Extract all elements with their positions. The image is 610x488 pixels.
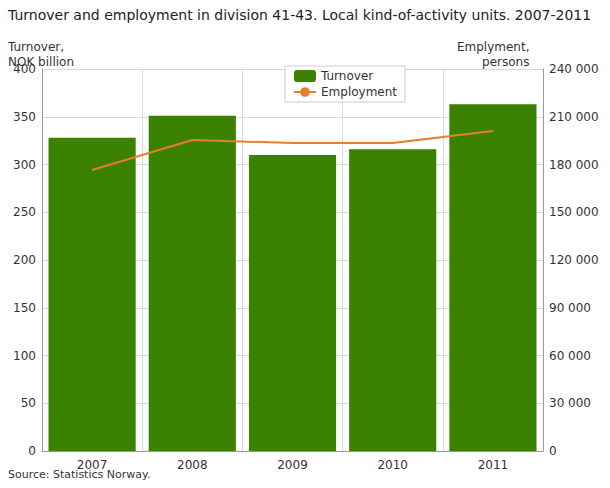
svg-text:2010: 2010 xyxy=(377,458,408,472)
svg-text:200: 200 xyxy=(13,253,36,267)
svg-text:NOK billion: NOK billion xyxy=(8,55,74,69)
svg-text:2009: 2009 xyxy=(277,458,308,472)
svg-text:Source: Statistics Norway.: Source: Statistics Norway. xyxy=(8,468,150,481)
svg-text:2008: 2008 xyxy=(177,458,208,472)
svg-text:Turnover: Turnover xyxy=(320,69,373,83)
svg-text:Employment: Employment xyxy=(321,85,397,99)
svg-text:300: 300 xyxy=(13,158,36,172)
svg-text:400: 400 xyxy=(13,62,36,76)
svg-text:90 000: 90 000 xyxy=(549,301,591,315)
svg-text:Emplyment,: Emplyment, xyxy=(457,40,530,54)
svg-text:240 000: 240 000 xyxy=(549,62,599,76)
svg-text:250: 250 xyxy=(13,205,36,219)
svg-text:Turnover,: Turnover, xyxy=(7,40,64,54)
svg-text:180 000: 180 000 xyxy=(549,158,599,172)
svg-text:Turnover and employment in div: Turnover and employment in division 41-4… xyxy=(7,7,591,23)
svg-text:350: 350 xyxy=(13,110,36,124)
svg-text:100: 100 xyxy=(13,349,36,363)
svg-text:30 000: 30 000 xyxy=(549,396,591,410)
svg-text:2007: 2007 xyxy=(76,458,108,472)
svg-text:50: 50 xyxy=(21,396,36,410)
svg-text:0: 0 xyxy=(549,444,557,458)
svg-text:persons: persons xyxy=(482,55,529,69)
svg-text:210 000: 210 000 xyxy=(549,110,599,124)
svg-text:60 000: 60 000 xyxy=(549,349,591,363)
svg-text:0: 0 xyxy=(28,444,36,458)
svg-text:120 000: 120 000 xyxy=(549,253,599,267)
svg-text:150: 150 xyxy=(13,301,36,315)
svg-text:150 000: 150 000 xyxy=(549,205,599,219)
svg-text:2011: 2011 xyxy=(478,458,509,472)
